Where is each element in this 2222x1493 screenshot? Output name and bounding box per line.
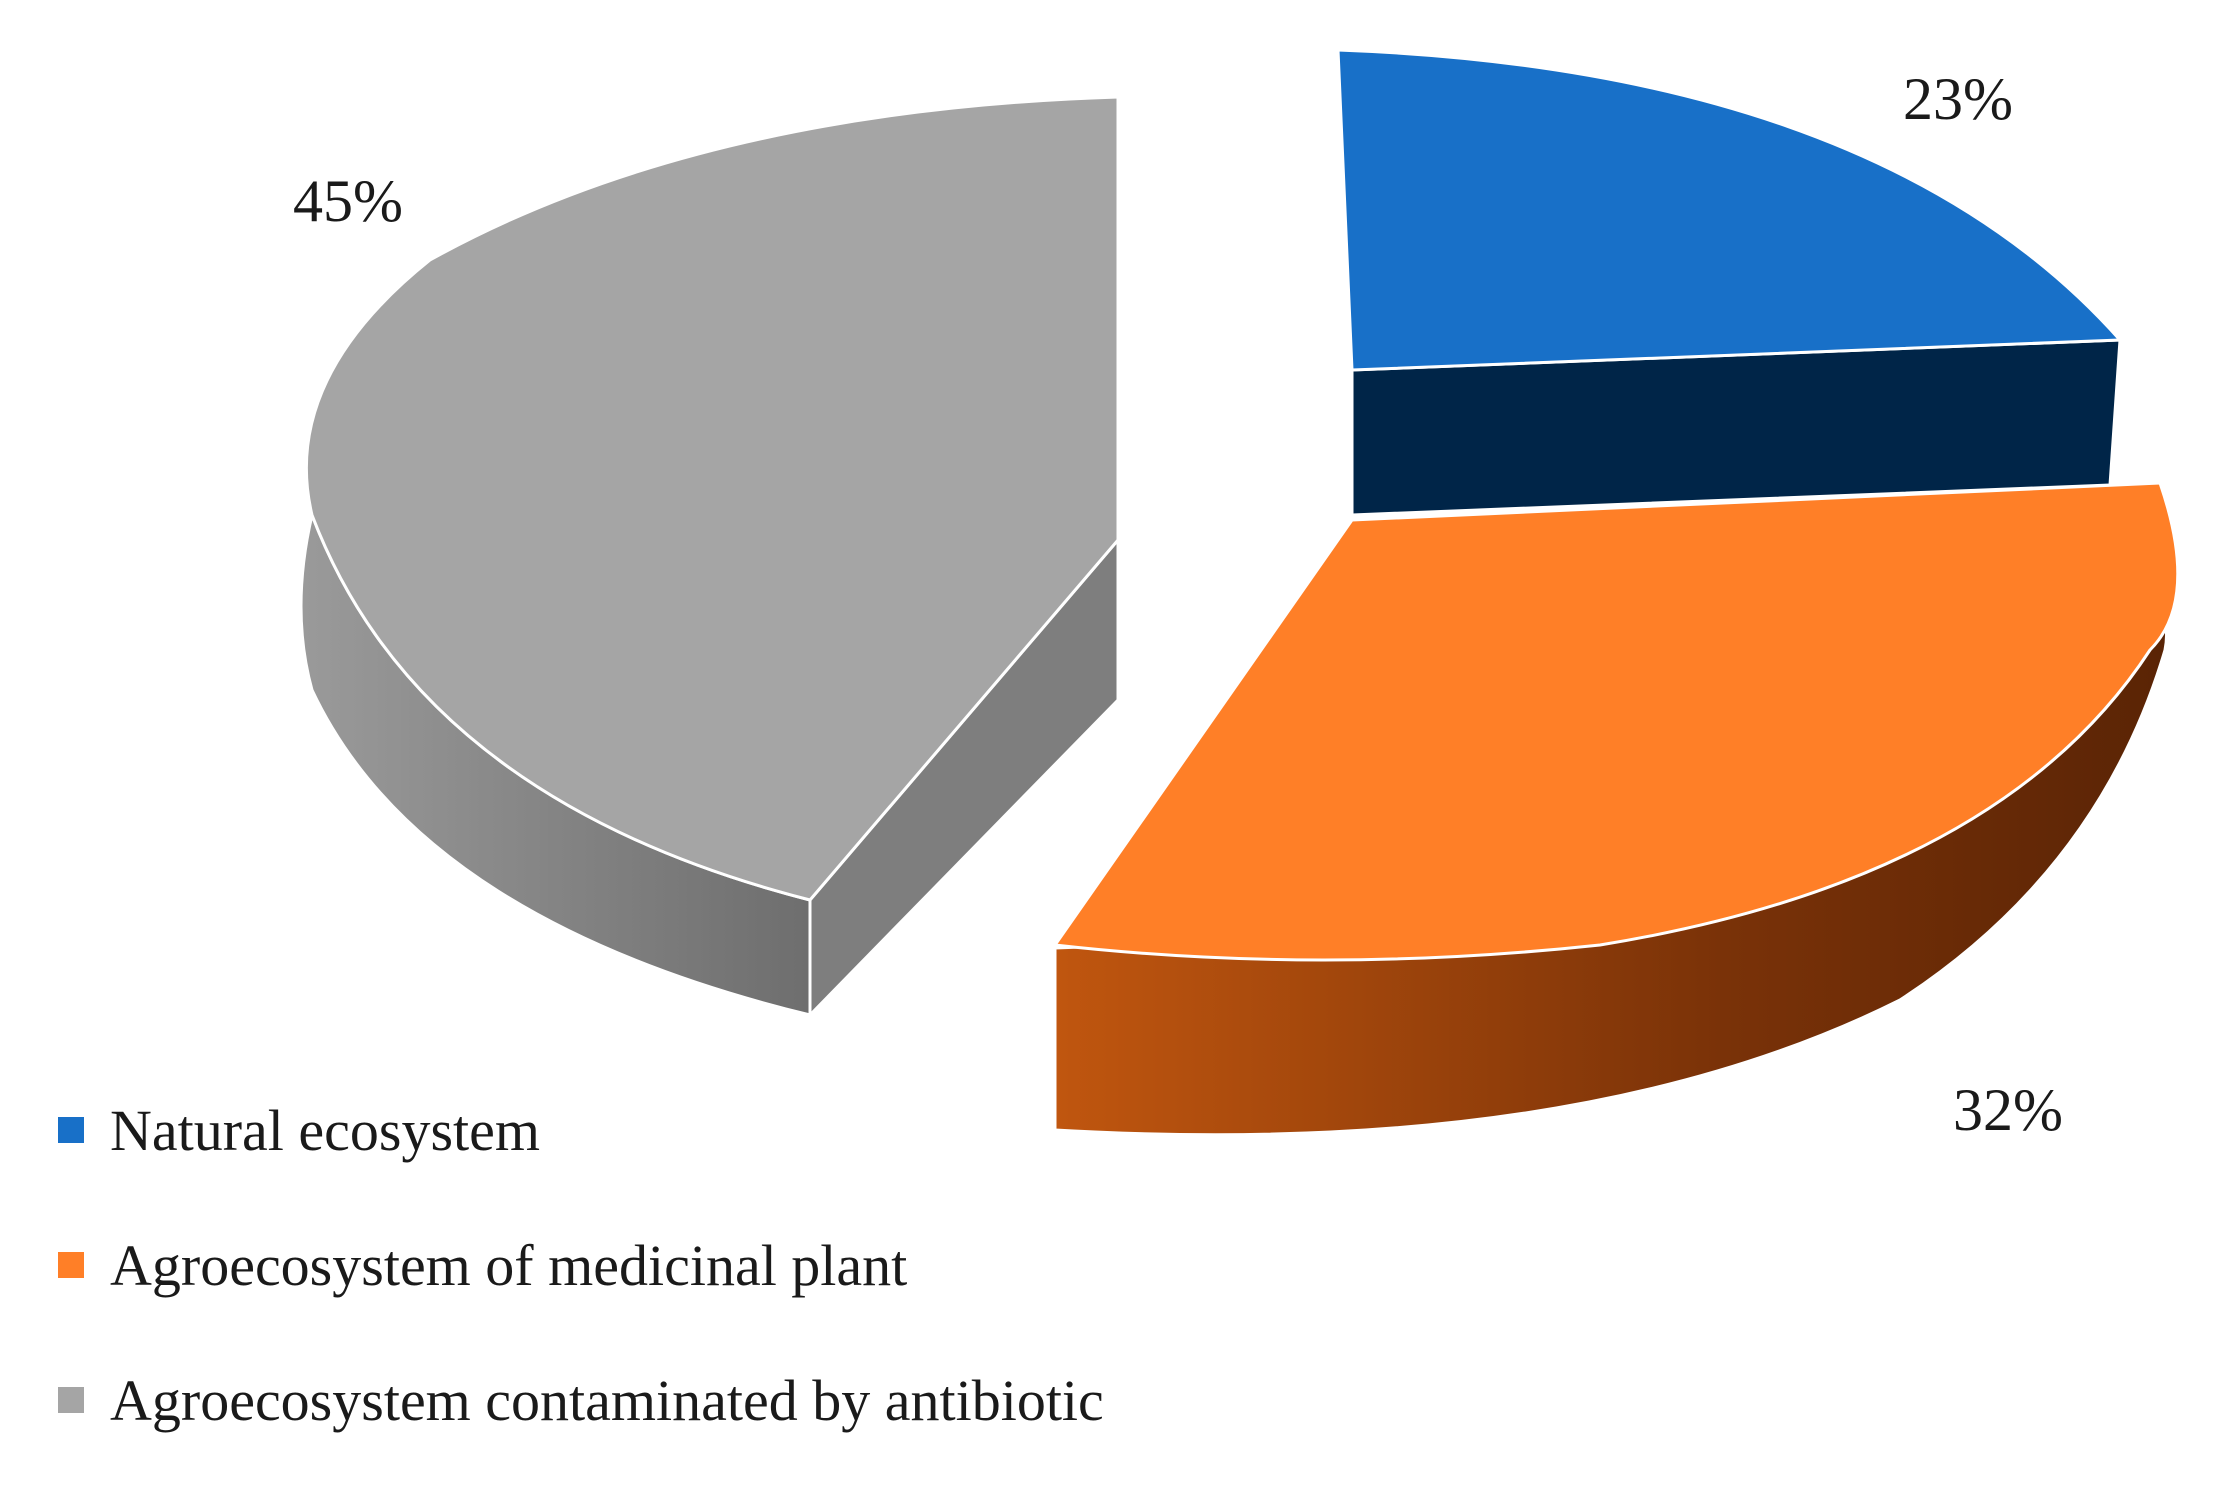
legend-swatch-grey [58,1387,84,1413]
legend-label: Agroecosystem of medicinal plant [110,1232,908,1298]
legend: Natural ecosystem Agroecosystem of medic… [58,1085,1104,1490]
legend-label: Agroecosystem contaminated by antibiotic [110,1367,1104,1433]
legend-item-agroecosystem-medicinal: Agroecosystem of medicinal plant [58,1220,1104,1310]
legend-label: Natural ecosystem [110,1097,541,1163]
slice-orange-top [1052,481,2180,962]
slice-grey-top [304,95,1120,902]
slice-blue-top [1336,48,2124,372]
data-label-blue: 23% [1903,66,2013,132]
data-label-grey: 45% [293,168,403,234]
slice-natural-ecosystem [1336,48,2124,517]
legend-swatch-orange [58,1252,84,1278]
data-label-orange: 32% [1953,1077,2063,1143]
legend-item-agroecosystem-contaminated: Agroecosystem contaminated by antibiotic [58,1355,1104,1445]
slice-agroecosystem-medicinal [1052,481,2180,1137]
legend-item-natural-ecosystem: Natural ecosystem [58,1085,1104,1175]
legend-swatch-blue [58,1117,84,1143]
slice-agroecosystem-contaminated [299,95,1120,1019]
